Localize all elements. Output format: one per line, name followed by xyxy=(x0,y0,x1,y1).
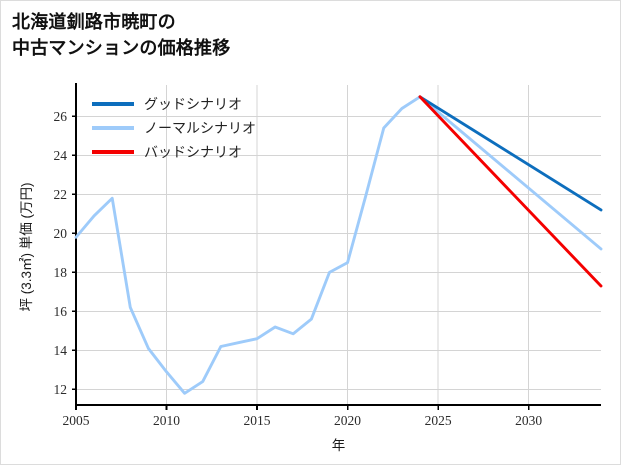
data-series xyxy=(74,95,603,395)
x-tick-label: 2030 xyxy=(515,413,542,428)
legend-label[interactable]: バッドシナリオ xyxy=(144,146,242,161)
y-tick-label: 16 xyxy=(54,304,68,319)
y-tick-label: 18 xyxy=(54,265,68,280)
x-tick-label: 2015 xyxy=(244,413,271,428)
y-tick-label: 26 xyxy=(54,109,68,124)
y-tick-label: 22 xyxy=(54,187,68,202)
y-axis-title: 坪 (3.3㎡) 単価 (万円) xyxy=(19,182,34,311)
axis-tick-labels: 12 14 16 18 20 22 24 26 2005 2010 2015 2020 2025 2030 xyxy=(54,109,543,428)
x-tick-label: 2020 xyxy=(334,413,361,428)
y-tick-label: 14 xyxy=(54,343,68,358)
axis-lines xyxy=(72,83,601,410)
y-tick-label: 12 xyxy=(54,382,68,397)
legend-label[interactable]: グッドシナリオ xyxy=(144,97,242,113)
y-tick-label: 20 xyxy=(54,226,68,241)
legend-label[interactable]: ノーマルシナリオ xyxy=(144,122,256,137)
x-axis-title: 年 xyxy=(332,438,346,453)
y-tick-label: 24 xyxy=(54,148,68,163)
series-line-good xyxy=(418,95,603,212)
series-line-bad xyxy=(418,95,603,288)
x-tick-label: 2025 xyxy=(425,413,452,428)
x-tick-label: 2005 xyxy=(63,413,90,428)
x-tick-label: 2010 xyxy=(153,413,180,428)
page-title: 北海道釧路市暁町の 中古マンションの価格推移 xyxy=(12,12,231,59)
series-line-normal xyxy=(74,95,603,395)
